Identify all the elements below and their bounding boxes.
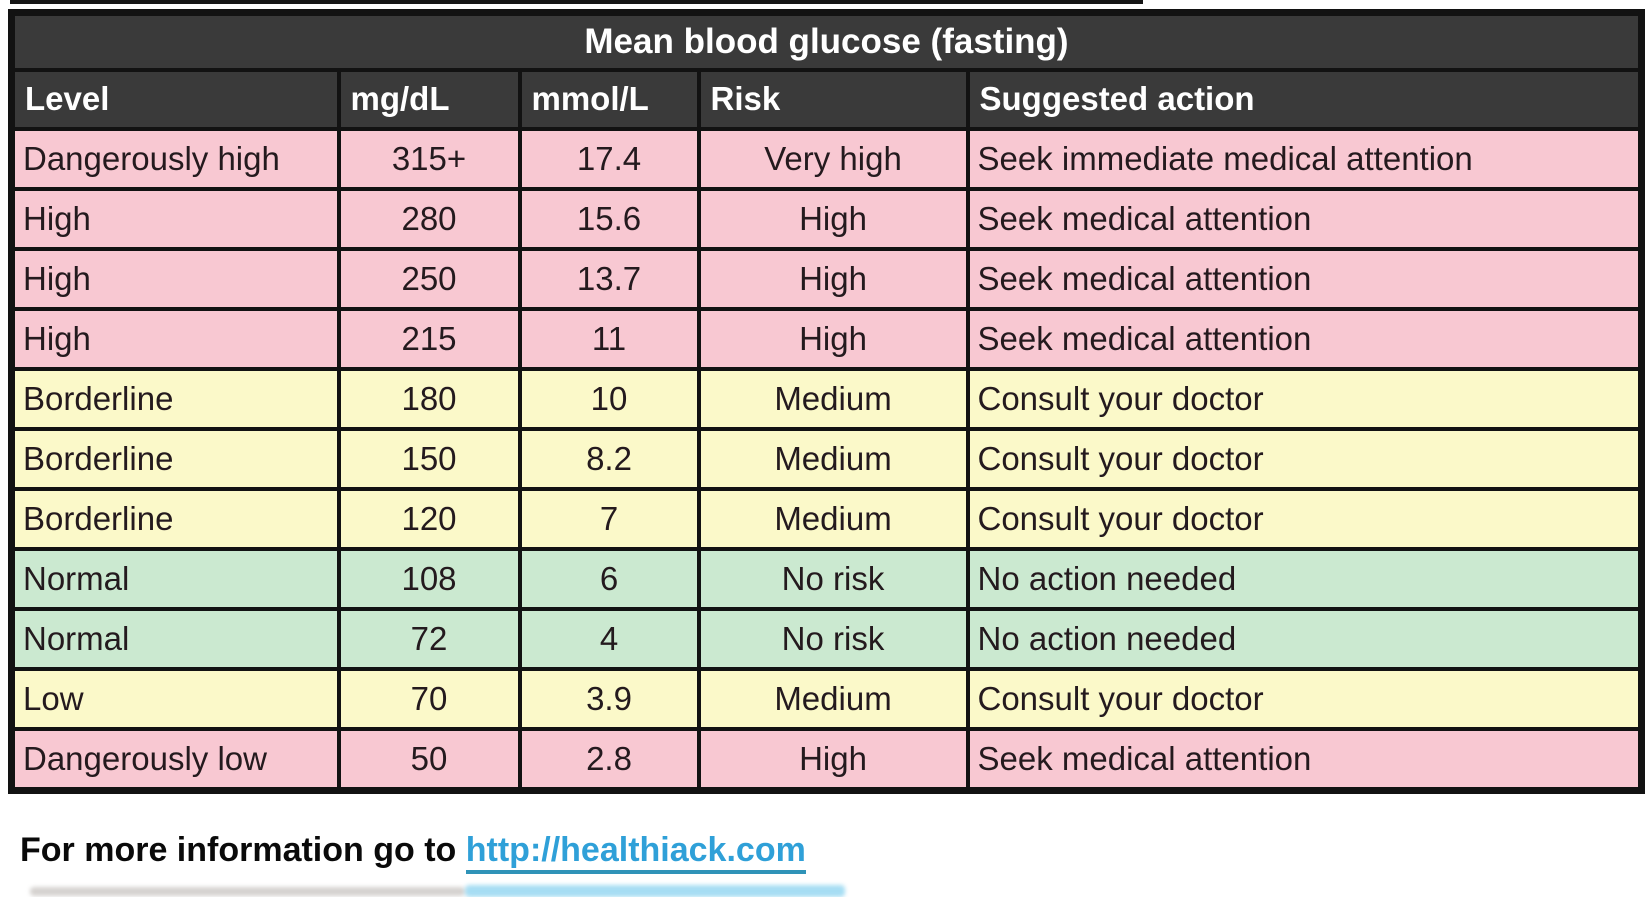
cell-mgdl: 180 <box>336 367 522 431</box>
cell-mmol: 6 <box>517 547 701 611</box>
table-row: Borderline 120 7 Medium Consult your doc… <box>9 487 1644 551</box>
cell-mmol: 4 <box>517 607 701 671</box>
cell-action: Seek medical attention <box>965 247 1644 311</box>
cell-mmol: 10 <box>517 367 701 431</box>
cell-level: Normal <box>9 607 341 671</box>
table-row: Dangerously low 50 2.8 High Seek medical… <box>9 727 1644 793</box>
cell-action: No action needed <box>965 547 1644 611</box>
cell-mmol: 2.8 <box>517 727 701 793</box>
cell-mmol: 8.2 <box>517 427 701 491</box>
cell-risk: High <box>696 727 970 793</box>
cell-mgdl: 215 <box>336 307 522 371</box>
column-header-level: Level <box>9 68 341 131</box>
column-header-action: Suggested action <box>965 68 1644 131</box>
cell-level: Low <box>9 667 341 731</box>
cell-level: Dangerously high <box>9 127 341 191</box>
cell-risk: High <box>696 187 970 251</box>
cell-mgdl: 280 <box>336 187 522 251</box>
cropped-text-remnant-blue <box>465 885 845 897</box>
table-row: Normal 108 6 No risk No action needed <box>9 547 1644 611</box>
column-header-mmol: mmol/L <box>517 68 701 131</box>
cell-mgdl: 108 <box>336 547 522 611</box>
table-title: Mean blood glucose (fasting) <box>9 10 1644 72</box>
cell-risk: Medium <box>696 487 970 551</box>
table-row: High 215 11 High Seek medical attention <box>9 307 1644 371</box>
cell-action: Seek medical attention <box>965 727 1644 793</box>
footer-note: For more information go to http://health… <box>20 831 806 874</box>
cell-risk: High <box>696 307 970 371</box>
cropped-text-remnant-gray <box>30 887 465 896</box>
cell-mgdl: 150 <box>336 427 522 491</box>
cell-action: Seek immediate medical attention <box>965 127 1644 191</box>
cell-level: Borderline <box>9 367 341 431</box>
cell-mgdl: 50 <box>336 727 522 793</box>
cell-risk: Medium <box>696 667 970 731</box>
cell-mmol: 7 <box>517 487 701 551</box>
cell-action: Seek medical attention <box>965 187 1644 251</box>
cell-level: Borderline <box>9 487 341 551</box>
cell-level: High <box>9 307 341 371</box>
cell-action: Consult your doctor <box>965 427 1644 491</box>
cell-risk: Medium <box>696 427 970 491</box>
footer-text: For more information go to <box>20 831 466 869</box>
table-row: Borderline 180 10 Medium Consult your do… <box>9 367 1644 431</box>
cell-mmol: 11 <box>517 307 701 371</box>
cell-level: Dangerously low <box>9 727 341 793</box>
table-row: High 280 15.6 High Seek medical attentio… <box>9 187 1644 251</box>
cell-risk: No risk <box>696 607 970 671</box>
healthiack-link[interactable]: http://healthiack.com <box>465 831 806 874</box>
table-row: Normal 72 4 No risk No action needed <box>9 607 1644 671</box>
cell-mmol: 15.6 <box>517 187 701 251</box>
table-row: Dangerously high 315+ 17.4 Very high See… <box>9 127 1644 191</box>
table-row: High 250 13.7 High Seek medical attentio… <box>9 247 1644 311</box>
cell-action: No action needed <box>965 607 1644 671</box>
table-title-row: Mean blood glucose (fasting) <box>9 10 1644 72</box>
cell-mgdl: 120 <box>336 487 522 551</box>
cell-mmol: 3.9 <box>517 667 701 731</box>
cropped-content-remnant-top <box>10 0 1143 4</box>
cell-risk: No risk <box>696 547 970 611</box>
table-row: Borderline 150 8.2 Medium Consult your d… <box>9 427 1644 491</box>
blood-glucose-table: Mean blood glucose (fasting) Level mg/dL… <box>8 9 1645 794</box>
cell-action: Consult your doctor <box>965 367 1644 431</box>
cell-level: High <box>9 187 341 251</box>
cell-action: Consult your doctor <box>965 487 1644 551</box>
column-header-risk: Risk <box>696 68 970 131</box>
table-row: Low 70 3.9 Medium Consult your doctor <box>9 667 1644 731</box>
cell-mmol: 17.4 <box>517 127 701 191</box>
cell-level: Borderline <box>9 427 341 491</box>
cell-mgdl: 70 <box>336 667 522 731</box>
table-header-row: Level mg/dL mmol/L Risk Suggested action <box>9 68 1644 131</box>
cell-level: High <box>9 247 341 311</box>
cell-risk: High <box>696 247 970 311</box>
cell-risk: Very high <box>696 127 970 191</box>
cell-action: Seek medical attention <box>965 307 1644 371</box>
cell-risk: Medium <box>696 367 970 431</box>
column-header-mgdl: mg/dL <box>336 68 522 131</box>
cell-mmol: 13.7 <box>517 247 701 311</box>
cell-level: Normal <box>9 547 341 611</box>
cell-mgdl: 72 <box>336 607 522 671</box>
cell-mgdl: 250 <box>336 247 522 311</box>
cell-mgdl: 315+ <box>336 127 522 191</box>
cell-action: Consult your doctor <box>965 667 1644 731</box>
